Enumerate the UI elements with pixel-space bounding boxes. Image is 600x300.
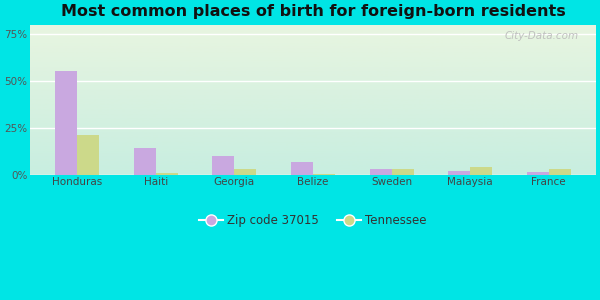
Bar — [55, 71, 77, 175]
Text: City-Data.com: City-Data.com — [505, 31, 579, 40]
Bar — [470, 167, 492, 175]
Bar — [212, 156, 235, 175]
Title: Most common places of birth for foreign-born residents: Most common places of birth for foreign-… — [61, 4, 565, 19]
Bar — [527, 172, 548, 175]
Bar — [235, 169, 256, 175]
Bar — [370, 169, 392, 175]
Bar — [134, 148, 156, 175]
Legend: Zip code 37015, Tennessee: Zip code 37015, Tennessee — [194, 209, 431, 232]
Bar — [548, 169, 571, 175]
Bar — [291, 162, 313, 175]
Bar — [77, 135, 99, 175]
Bar — [156, 173, 178, 175]
Bar — [392, 169, 413, 175]
Bar — [448, 171, 470, 175]
Bar — [313, 174, 335, 175]
